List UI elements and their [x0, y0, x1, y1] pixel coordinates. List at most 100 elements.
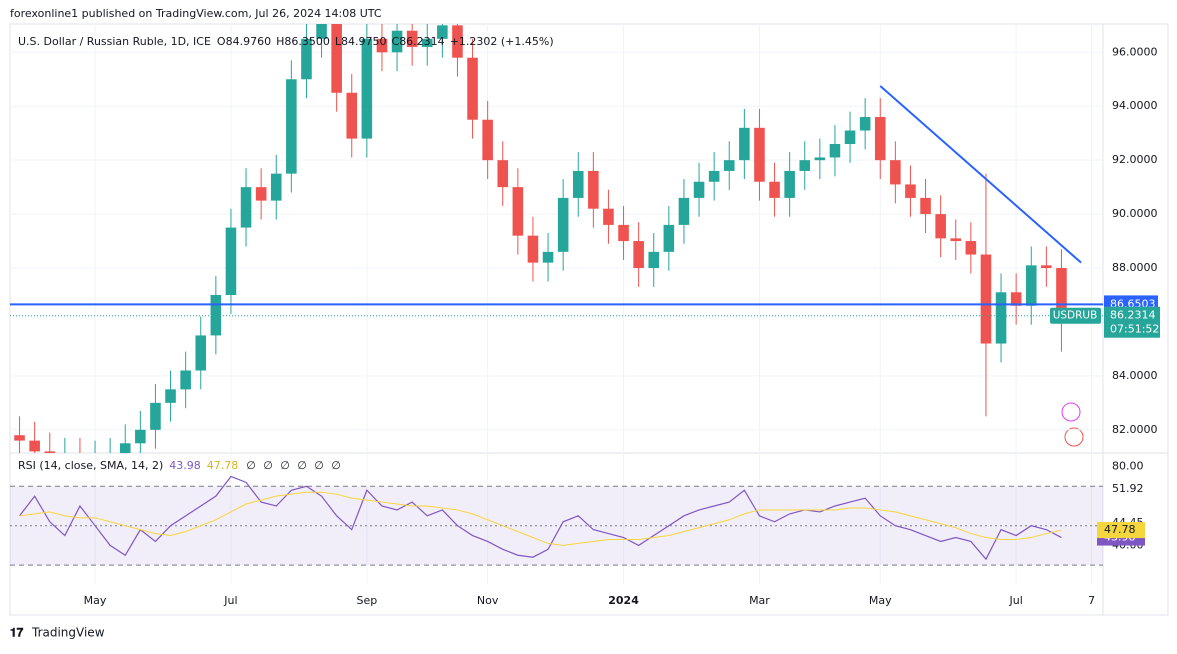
candle-body [421, 38, 433, 47]
y-tick-label: 90.0000 [1112, 207, 1158, 220]
candle-body [542, 251, 554, 263]
candle-body [195, 335, 207, 371]
candle-body [482, 119, 493, 161]
candle-body [1025, 265, 1037, 306]
candle-body [588, 170, 599, 209]
candle-body [603, 208, 614, 225]
brand: TradingView [31, 626, 105, 640]
candle-body [618, 224, 629, 242]
candle-body [180, 370, 191, 390]
candle-body [769, 181, 780, 198]
candle-body [452, 25, 463, 58]
candle-body [1056, 268, 1067, 316]
candle-body [346, 92, 358, 139]
candle-body [497, 160, 509, 188]
countdown: 07:51:52 [1110, 323, 1159, 336]
trendline [879, 85, 1082, 264]
event-icon[interactable] [1061, 402, 1081, 422]
candle-body [784, 170, 795, 198]
x-tick-label: Mar [749, 594, 770, 607]
candle-body [361, 38, 373, 139]
symbol-title: U.S. Dollar / Russian Ruble, 1D, ICE [18, 35, 211, 48]
candle-body [905, 184, 916, 198]
candle-body [844, 130, 856, 144]
last-label: 86.2314 [1110, 309, 1156, 322]
frame [9, 23, 1169, 616]
candle-body [331, 24, 342, 93]
publisher: forexonline1 published on TradingView.co… [10, 7, 382, 20]
candle-body [44, 451, 56, 453]
rsi-tick-label: 80.00 [1112, 460, 1144, 473]
candle-body [980, 254, 992, 344]
x-tick-label: Jul [1009, 594, 1023, 607]
candle-body [829, 143, 841, 158]
last-badge [1104, 306, 1160, 338]
y-tick-label: 88.0000 [1112, 261, 1158, 274]
candle-body [316, 24, 327, 39]
change: +1.2302 (+1.45%) [450, 35, 554, 48]
candle-body [437, 25, 448, 39]
candle-body [286, 79, 297, 174]
candle-body [376, 38, 388, 53]
candle-body [754, 127, 765, 182]
candle-body [1010, 292, 1022, 306]
ohlc-value: 84.9760 [226, 35, 272, 48]
candle-body [119, 443, 131, 453]
symbol-badge [1050, 307, 1101, 324]
flag-icon[interactable] [1064, 427, 1084, 447]
candle-body [678, 197, 690, 225]
rsi-empty: ∅ [331, 459, 341, 472]
candle-body [391, 30, 403, 53]
candle-body [995, 292, 1007, 344]
candle-body [572, 170, 584, 198]
candle-body [557, 197, 569, 252]
candle-body [693, 181, 705, 198]
y-tick-label: 94.0000 [1112, 99, 1158, 112]
rsi-line [19, 491, 1062, 546]
x-tick-label: Jul [223, 594, 237, 607]
candle-body [165, 389, 176, 403]
logo: 𝟏𝟕 [10, 626, 24, 640]
candle-body [406, 30, 418, 47]
candle-body [527, 235, 539, 263]
rsi-level-label: 51.92 [1112, 482, 1144, 495]
rsi-value: 43.98 [169, 459, 201, 472]
rsi-badge [1097, 522, 1145, 539]
candle-body [29, 440, 40, 452]
rsi-line [19, 475, 1062, 561]
x-tick-label: Nov [477, 594, 499, 607]
candle-body [301, 38, 312, 80]
candle-body [814, 157, 826, 161]
candle-body [240, 187, 252, 228]
candle-body [859, 117, 871, 131]
candle-body [950, 238, 962, 242]
candle-body [467, 57, 478, 120]
ohlc-label: O [217, 35, 226, 48]
x-tick-label: May [869, 594, 892, 607]
candle-body [135, 429, 146, 444]
candle-body [799, 160, 811, 171]
y-tick-label: 92.0000 [1112, 153, 1158, 166]
candle-body [14, 435, 25, 441]
candle-body [633, 241, 644, 269]
rsi-empty: ∅ [280, 459, 290, 472]
candle-body [874, 117, 886, 161]
candle-body [255, 187, 267, 201]
x-tick-label: Sep [356, 594, 377, 607]
y-tick-label: 84.0000 [1112, 369, 1158, 382]
candle-body [920, 197, 931, 215]
ohlc-value: 86.2314 [399, 35, 445, 48]
candle-body [225, 227, 237, 295]
ohlc-value: 86.3500 [284, 35, 330, 48]
y-tick-label: 96.0000 [1112, 45, 1158, 58]
candle-body [935, 214, 946, 239]
candle-body [663, 224, 675, 252]
x-tick-label: 2024 [608, 594, 639, 607]
candle-body [739, 127, 750, 161]
ohlc-label: L [335, 35, 342, 48]
candle-body [648, 251, 660, 269]
candle-body [210, 294, 222, 336]
ohlc-label: C [392, 35, 400, 48]
candle-body [512, 187, 524, 236]
